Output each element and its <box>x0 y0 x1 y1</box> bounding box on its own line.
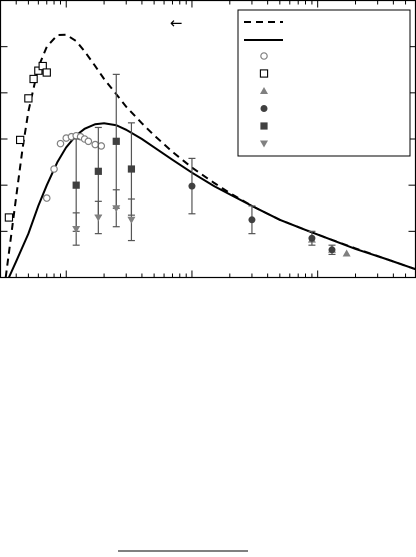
data-point-open-square <box>24 94 33 103</box>
data-point-open-circle <box>50 165 58 173</box>
data-point-filled-square <box>112 137 120 145</box>
data-point-open-square <box>16 135 25 145</box>
legend <box>237 9 411 157</box>
data-point-open-circle <box>42 194 51 202</box>
data-point-filled-triangle-down <box>72 226 81 234</box>
data-point-filled-circle <box>188 182 196 190</box>
data-point-filled-triangle-down <box>112 205 121 213</box>
data-point-open-circle <box>56 139 65 148</box>
data-point-filled-circle <box>308 234 316 242</box>
data-point-open-circle <box>97 142 106 150</box>
data-point-open-square <box>29 74 38 84</box>
data-point-filled-circle <box>328 246 336 254</box>
solid-curve <box>7 122 416 278</box>
data-point-filled-triangle-down <box>127 216 136 224</box>
data-points <box>4 61 351 257</box>
legend-marker-filled-square <box>260 122 268 130</box>
legend-box <box>237 9 411 157</box>
data-point-filled-square <box>127 165 136 173</box>
data-point-filled-triangle-up <box>342 249 351 257</box>
data-point-open-square <box>34 66 43 75</box>
data-point-filled-square <box>94 167 102 175</box>
legend-marker-filled-circle <box>260 105 268 112</box>
data-point-filled-square <box>72 181 80 189</box>
legend-marker-open-circle <box>260 52 268 60</box>
model-curves <box>4 33 416 278</box>
data-point-open-circle <box>91 140 100 149</box>
arrow-annotation: ← <box>170 14 183 32</box>
data-point-open-square <box>4 213 14 222</box>
axis-ticks <box>0 0 416 278</box>
data-point-filled-triangle-down <box>94 214 103 222</box>
data-point-filled-circle <box>248 216 256 224</box>
data-point-open-circle <box>84 137 93 146</box>
legend-marker-open-square <box>259 69 269 78</box>
data-point-open-square <box>42 68 51 77</box>
legend-marker-filled-triangle-up <box>260 87 268 94</box>
legend-marker-filled-triangle-down <box>260 140 268 148</box>
